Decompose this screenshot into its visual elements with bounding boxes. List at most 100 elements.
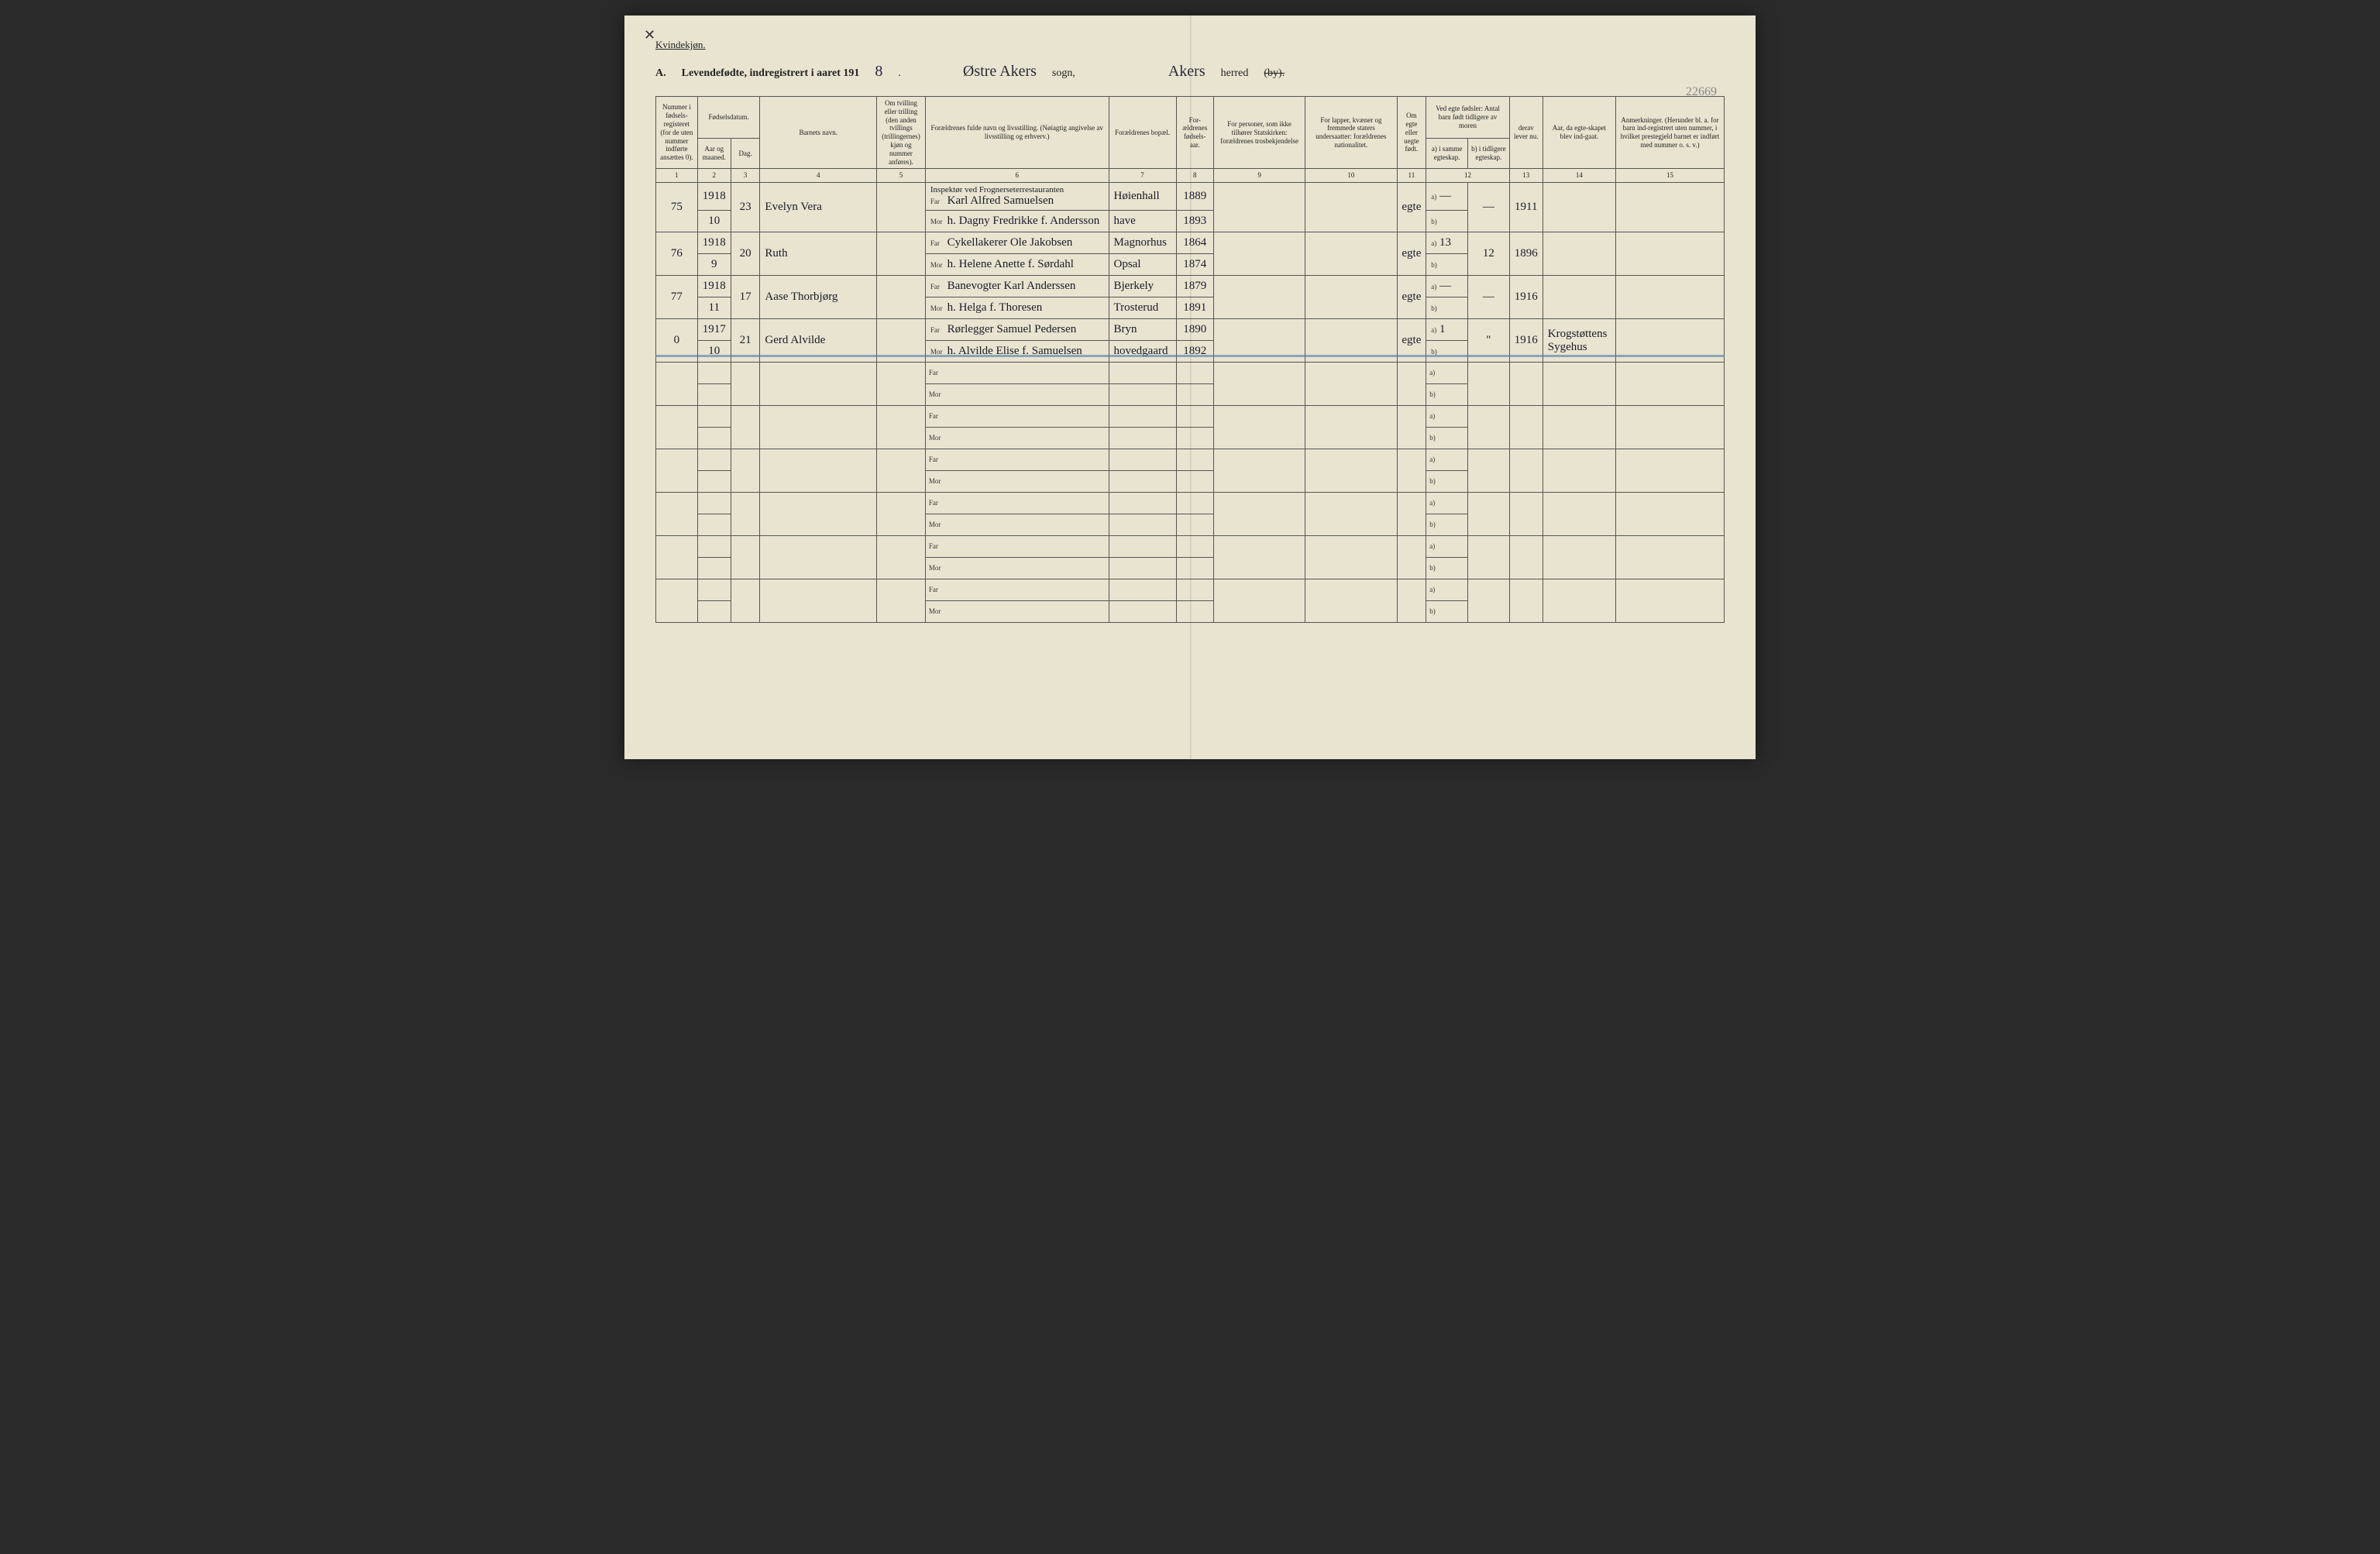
children-b: b) — [1426, 341, 1468, 363]
register-page: ✕ Kvindekjøn. A. Levendefødte, indregist… — [624, 15, 1756, 759]
entry-month: 10 — [697, 211, 731, 232]
father-birthyear: 1864 — [1176, 232, 1213, 254]
notes-cell — [1543, 232, 1615, 276]
entry-month: 9 — [697, 254, 731, 276]
notes-cell-2 — [1616, 232, 1725, 276]
idx-6: 6 — [925, 169, 1109, 183]
legitimate-cell: egte — [1397, 232, 1426, 276]
twin-cell — [877, 183, 926, 232]
idx-3: 3 — [731, 169, 760, 183]
sogn-label: sogn, — [1052, 67, 1075, 80]
idx-14: 14 — [1543, 169, 1615, 183]
notes-cell-2 — [1616, 183, 1725, 232]
col-same-marriage: a) i samme egteskap. — [1426, 139, 1468, 169]
idx-4: 4 — [760, 169, 877, 183]
empty-row: Far a) — [656, 493, 1725, 514]
father-cell: Far Banevogter Karl Anderssen — [925, 276, 1109, 297]
empty-row: Far a) — [656, 536, 1725, 558]
empty-row: Far a) — [656, 579, 1725, 601]
col-number: Nummer i fødsels-registeret (for de uten… — [656, 97, 698, 169]
nationality-cell — [1305, 232, 1397, 276]
entry-month: 11 — [697, 297, 731, 319]
mother-residence: Trosterud — [1109, 297, 1176, 319]
legitimate-cell: egte — [1397, 183, 1426, 232]
child-name: Ruth — [760, 232, 877, 276]
idx-10: 10 — [1305, 169, 1397, 183]
col-year-month: Aar og maaned. — [697, 139, 731, 169]
legitimate-cell: egte — [1397, 276, 1426, 319]
father-birthyear: 1890 — [1176, 319, 1213, 341]
marriage-year: 1911 — [1509, 183, 1543, 232]
empty-row: Far a) — [656, 363, 1725, 384]
table-row: 76 1918 20 Ruth Far Cykellakerer Ole Jak… — [656, 232, 1725, 254]
col-marriage-year: Aar, da egte-skapet blev ind-gaat. — [1543, 97, 1615, 169]
father-cell: Far Cykellakerer Ole Jakobsen — [925, 232, 1109, 254]
idx-5: 5 — [877, 169, 926, 183]
father-residence: Bjerkely — [1109, 276, 1176, 297]
corner-mark: ✕ — [644, 27, 655, 43]
mother-cell: Mor h. Alvilde Elise f. Samuelsen — [925, 341, 1109, 363]
title-text: Levendefødte, indregistrert i aaret 191 — [682, 67, 860, 80]
entry-number: 77 — [656, 276, 698, 319]
church-cell — [1213, 183, 1305, 232]
table-header: Nummer i fødsels-registeret (for de uten… — [656, 97, 1725, 183]
mother-birthyear: 1893 — [1176, 211, 1213, 232]
title-year-suffix: 8 — [875, 63, 882, 81]
col-legitimate: Om egte eller uegte født. — [1397, 97, 1426, 169]
notes-cell-2 — [1616, 276, 1725, 319]
children-living: — — [1467, 183, 1509, 232]
entry-year: 1918 — [697, 232, 731, 254]
children-b: b) — [1426, 254, 1468, 276]
mother-birthyear: 1874 — [1176, 254, 1213, 276]
idx-1: 1 — [656, 169, 698, 183]
child-name: Evelyn Vera — [760, 183, 877, 232]
children-a: a) 1 — [1426, 319, 1468, 341]
marriage-year: 1916 — [1509, 276, 1543, 319]
col-notes: Anmerkninger. (Herunder bl. a. for barn … — [1616, 97, 1725, 169]
father-residence: Bryn — [1109, 319, 1176, 341]
table-row: 0 1917 21 Gerd Alvilde Far Rørlegger Sam… — [656, 319, 1725, 341]
page-number: 22669 — [1686, 85, 1717, 99]
entry-year: 1917 — [697, 319, 731, 341]
col-church: For personer, som ikke tilhører Statskir… — [1213, 97, 1305, 169]
notes-cell — [1543, 276, 1615, 319]
children-b: b) — [1426, 211, 1468, 232]
col-prev-marriage: b) i tidligere egteskap. — [1467, 139, 1509, 169]
idx-7: 7 — [1109, 169, 1176, 183]
idx-8: 8 — [1176, 169, 1213, 183]
church-cell — [1213, 276, 1305, 319]
notes-cell — [1543, 183, 1615, 232]
col-birthdate-header: Fødselsdatum. — [697, 97, 760, 139]
entry-number: 76 — [656, 232, 698, 276]
col-living: derav lever nu. — [1509, 97, 1543, 169]
mother-cell: Mor h. Dagny Fredrikke f. Andersson — [925, 211, 1109, 232]
entry-number: 75 — [656, 183, 698, 232]
entry-year: 1918 — [697, 183, 731, 211]
idx-12: 12 — [1426, 169, 1510, 183]
entry-year: 1918 — [697, 276, 731, 297]
empty-row: Far a) — [656, 406, 1725, 428]
father-residence: Magnorhus — [1109, 232, 1176, 254]
church-cell — [1213, 232, 1305, 276]
father-birthyear: 1889 — [1176, 183, 1213, 211]
idx-11: 11 — [1397, 169, 1426, 183]
twin-cell — [877, 276, 926, 319]
col-childname: Barnets navn. — [760, 97, 877, 169]
entry-month: 10 — [697, 341, 731, 363]
idx-15: 15 — [1616, 169, 1725, 183]
mother-birthyear: 1892 — [1176, 341, 1213, 363]
by-strike: (by). — [1264, 67, 1285, 80]
entry-day: 20 — [731, 232, 760, 276]
nationality-cell — [1305, 183, 1397, 232]
blue-pencil-line — [655, 355, 1725, 357]
mother-cell: Mor h. Helene Anette f. Sørdahl — [925, 254, 1109, 276]
children-a: a) — — [1426, 276, 1468, 297]
col-day: Dag. — [731, 139, 760, 169]
twin-cell — [877, 232, 926, 276]
sogn-name: Østre Akers — [963, 63, 1037, 81]
col-twin: Om tvilling eller trilling (den anden tv… — [877, 97, 926, 169]
title-prefix: A. — [655, 67, 666, 80]
idx-9: 9 — [1213, 169, 1305, 183]
father-birthyear: 1879 — [1176, 276, 1213, 297]
nationality-cell — [1305, 276, 1397, 319]
